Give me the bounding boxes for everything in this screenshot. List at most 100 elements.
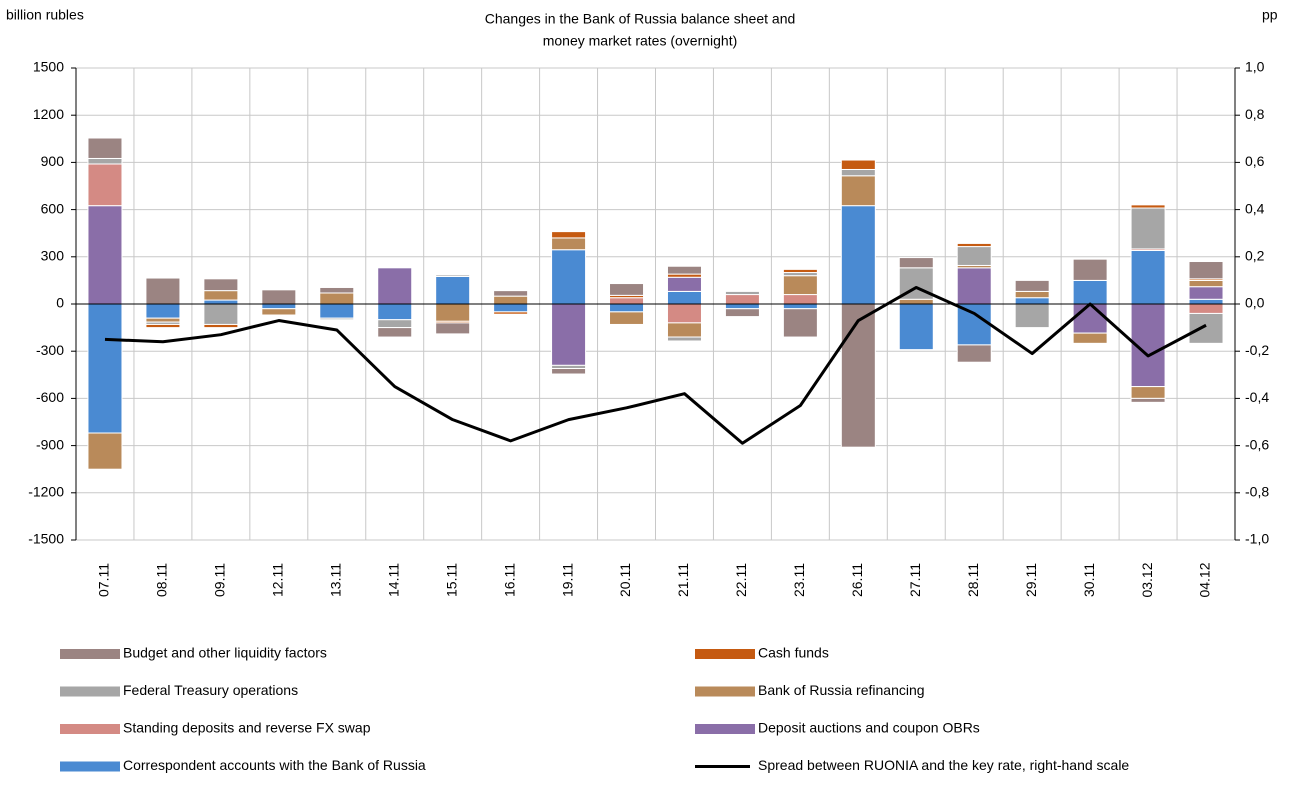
y2-tick-label: 0,2 — [1245, 248, 1265, 264]
legend-label: Correspondent accounts with the Bank of … — [123, 757, 426, 773]
bar-segment — [840, 159, 876, 170]
bar-segment — [203, 278, 239, 292]
bar-segment — [87, 432, 123, 470]
bar-segment — [609, 303, 645, 313]
bar-segment — [1130, 397, 1166, 403]
legend-label: Deposit auctions and coupon OBRs — [758, 720, 980, 736]
y2-tick-label: -0,2 — [1245, 342, 1269, 358]
bar-segment — [261, 289, 297, 305]
bar-segment — [666, 276, 702, 292]
bar-segment — [493, 295, 529, 305]
bar-segment — [203, 290, 239, 301]
y-tick-label: 1500 — [33, 59, 64, 75]
bar-segment — [782, 294, 818, 305]
bar-segment — [666, 322, 702, 338]
x-tick-label: 29.11 — [1023, 563, 1039, 597]
bar-segment — [493, 290, 529, 297]
x-tick-label: 19.11 — [559, 563, 575, 597]
bar-segment — [956, 267, 992, 305]
bar-segment — [145, 303, 181, 319]
bar-segment — [898, 257, 934, 269]
bar-segment — [203, 303, 239, 325]
x-tick-label: 27.11 — [907, 563, 923, 597]
legend-swatch — [60, 761, 120, 772]
legend-label: Bank of Russia refinancing — [758, 682, 925, 698]
legend-swatch — [695, 686, 755, 697]
y-tick-label: 600 — [41, 200, 65, 216]
line-series — [104, 285, 1207, 445]
y2-tick-label: -0,6 — [1245, 436, 1269, 452]
bar-segment — [377, 319, 413, 329]
y2-axis-label: pp — [1262, 7, 1278, 23]
bar-segment — [1014, 290, 1050, 299]
bar-segment — [840, 175, 876, 207]
bar-segment — [493, 311, 529, 315]
bar-segment — [1188, 261, 1224, 280]
bar-segment — [319, 303, 355, 319]
bar-segment — [87, 137, 123, 159]
bar-segment — [782, 268, 818, 274]
bar-segment — [724, 308, 760, 318]
x-tick-label: 14.11 — [385, 563, 401, 597]
x-tick-label: 08.11 — [154, 563, 170, 597]
y-axis-label: billion rubles — [6, 7, 84, 23]
bar-segment — [435, 322, 471, 335]
bar-segment — [145, 323, 181, 329]
bar-segment — [1014, 279, 1050, 292]
y2-tick-label: -1,0 — [1245, 531, 1269, 547]
bar-segment — [377, 303, 413, 321]
y-tick-label: -1500 — [28, 531, 64, 547]
y2-tick-label: 0,6 — [1245, 153, 1265, 169]
bar-segment — [956, 246, 992, 266]
y2-tick-label: -0,8 — [1245, 484, 1269, 500]
legend-swatch — [60, 649, 120, 659]
bar-segment — [782, 308, 818, 338]
bar-segment — [1130, 250, 1166, 305]
bar-segment — [898, 298, 934, 305]
bar-segment — [609, 283, 645, 296]
bar-segment — [1130, 386, 1166, 399]
bar-segment — [87, 163, 123, 207]
bar-segment — [551, 231, 587, 239]
bar-segment — [1188, 279, 1224, 288]
y2-tick-label: 0,8 — [1245, 106, 1265, 122]
bar-segment — [898, 303, 934, 351]
x-tick-label: 23.11 — [791, 563, 807, 597]
bar-segment — [1188, 312, 1224, 344]
bar-segment — [724, 294, 760, 305]
bar-segment — [319, 292, 355, 305]
x-tick-label: 30.11 — [1081, 563, 1097, 597]
x-tick-label: 07.11 — [96, 563, 112, 597]
bar-segment — [261, 308, 297, 316]
bar-segment — [87, 157, 123, 165]
y-tick-label: -600 — [36, 389, 64, 405]
bar-segment — [551, 249, 587, 305]
bar-segment — [1014, 303, 1050, 329]
bar-segment — [840, 168, 876, 177]
bar-segment — [782, 303, 818, 310]
bar-segment — [1130, 207, 1166, 250]
bar-segment — [956, 303, 992, 346]
bar-segment — [435, 274, 471, 277]
y2-tick-label: -0,4 — [1245, 389, 1269, 405]
y-tick-label: -1200 — [28, 484, 64, 500]
bar-segment — [666, 336, 702, 342]
x-tick-label: 12.11 — [270, 563, 286, 597]
chart-title: money market rates (overnight) — [543, 33, 738, 49]
legend-label: Spread between RUONIA and the key rate, … — [758, 757, 1129, 773]
bar-segment — [203, 323, 239, 329]
bar-segment — [724, 303, 760, 310]
bar-segment — [840, 303, 876, 448]
bar-segment — [609, 311, 645, 325]
y-tick-label: 1200 — [33, 106, 64, 122]
legend-label: Cash funds — [758, 645, 829, 661]
y-tick-label: -300 — [36, 342, 64, 358]
y2-tick-label: 1,0 — [1245, 59, 1265, 75]
bar-segment — [782, 275, 818, 296]
x-tick-label: 22.11 — [733, 563, 749, 597]
bar-segment — [666, 303, 702, 324]
bar-segment — [435, 303, 471, 322]
bar-segment — [1072, 332, 1108, 344]
bar-segment — [1130, 204, 1166, 209]
